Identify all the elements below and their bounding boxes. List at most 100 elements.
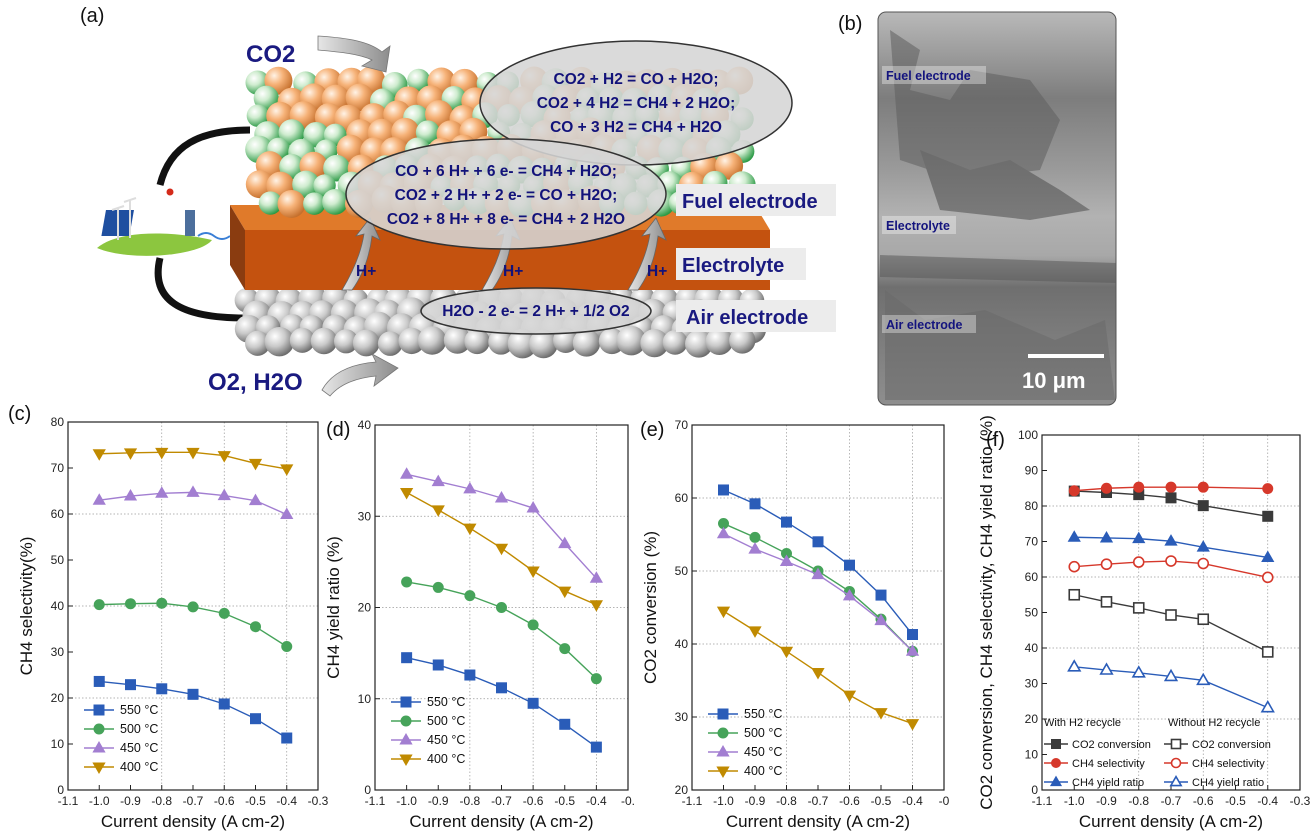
data-point: [93, 599, 105, 611]
air-particle: [417, 326, 447, 355]
x-tick-label: -0.9: [428, 794, 449, 808]
x-tick-label: -0.7: [183, 794, 204, 808]
proton-label-1: H+: [356, 263, 376, 280]
legend-label: 400 °C: [427, 752, 465, 766]
y-tick-label: 10: [358, 692, 372, 706]
data-point: [400, 488, 414, 500]
ceramic-particle: [258, 191, 283, 215]
o2-h2o-label: O2, H2O: [208, 369, 303, 396]
data-point: [123, 448, 138, 460]
data-point: [400, 467, 414, 479]
y-tick-label: 50: [51, 553, 65, 567]
data-point: [1197, 613, 1210, 626]
legend-header-without: Without H2 recycle: [1168, 717, 1260, 729]
data-point: [779, 554, 794, 567]
panel-label-a: (a): [80, 5, 104, 27]
charts: (c)-1.1 -1.0 -0.9 -0.8 -0.7 -0.6 -0.5 -0.4 -0.30…: [8, 403, 1310, 831]
sem-texture: [880, 30, 1116, 400]
data-point: [156, 683, 168, 695]
data-point: [1165, 492, 1177, 504]
data-point: [281, 640, 293, 652]
air-particle: [264, 326, 295, 357]
data-point: [431, 474, 445, 487]
x-tick-label: -0.9: [1096, 794, 1117, 808]
legend-label: CH4 selectivity: [1192, 758, 1265, 770]
data-point: [1132, 602, 1145, 614]
data-point: [1261, 571, 1274, 584]
legend-marker: [399, 754, 413, 767]
x-tick-label: -1.0: [89, 794, 110, 808]
legend-marker: [92, 740, 106, 753]
data-point: [125, 598, 136, 610]
x-tick-label: -0.6: [839, 794, 860, 808]
data-point: [844, 559, 855, 571]
air-particle: [729, 327, 756, 354]
legend-label: CO2 conversion: [1072, 739, 1151, 751]
panel-a-schematic: (a) H+ H+ H+: [80, 5, 836, 397]
data-point: [905, 644, 920, 656]
scale-bar-label: 10 μm: [1022, 368, 1086, 393]
legend-marker: [717, 727, 729, 739]
air-particle: [377, 331, 403, 356]
data-point: [494, 543, 509, 556]
data-point: [1133, 481, 1145, 493]
x-tick-label: -1.1: [1032, 794, 1053, 808]
data-point: [1099, 530, 1114, 543]
data-point: [779, 646, 794, 659]
data-point: [218, 698, 230, 710]
series-1: [93, 597, 293, 652]
data-point: [93, 675, 105, 687]
scale-bar: [1028, 354, 1104, 358]
data-point: [1131, 665, 1146, 678]
panel-label-d: (d): [326, 419, 350, 441]
data-point: [250, 713, 261, 725]
data-point: [1196, 540, 1210, 552]
x-axis-label: Current density (A cm-2): [726, 812, 910, 831]
y-tick-label: 0: [364, 783, 371, 797]
x-tick-label: -0.4: [586, 794, 607, 808]
data-point: [590, 741, 602, 753]
panel-b-sem: (b) Fuel electrode Electrolyte Air elect…: [838, 11, 1117, 406]
chart-panel-f: (f) -1.1 -1.0 -0.9 -0.8 -0.7 -0.6 -0.5 -0.4 -0.3 0…: [977, 415, 1310, 831]
panel-label-f: (f): [986, 429, 1005, 451]
ceramic-particle: [322, 188, 348, 215]
legend-marker: [716, 744, 730, 757]
x-tick-label: -0.: [621, 794, 635, 808]
legend-label: 550 °C: [744, 707, 782, 721]
data-point: [250, 621, 261, 633]
y-tick-label: 20: [675, 783, 689, 797]
y-tick-label: 60: [51, 507, 65, 521]
elec-eq-3: CO2 + 8 H+ + 8 e- = CH4 + 2 H2O: [387, 211, 625, 228]
panel-label-b: (b): [838, 13, 862, 35]
air-particle: [352, 329, 380, 357]
y-tick-label: 20: [1025, 712, 1039, 726]
air-particle: [529, 329, 558, 359]
elec-eq-1: CO + 6 H+ + 6 e- = CH4 + H2O;: [395, 163, 617, 180]
data-point: [186, 447, 200, 460]
series-3: [1068, 588, 1274, 658]
data-point: [527, 697, 539, 709]
legend-label: 500 °C: [427, 714, 465, 728]
data-point: [842, 588, 857, 601]
data-point: [811, 567, 825, 580]
y-axis-label: CO2 conversion (%): [641, 531, 660, 684]
data-point: [905, 719, 920, 731]
series-2: [400, 467, 603, 583]
y-tick-label: 80: [51, 415, 65, 429]
x-tick-label: -0.5: [1225, 794, 1246, 808]
legend-marker: [92, 762, 106, 775]
data-point: [558, 586, 572, 599]
data-point: [749, 531, 761, 543]
data-point: [590, 673, 602, 685]
data-point: [123, 489, 138, 501]
x-tick-label: -0.8: [460, 794, 481, 808]
sem-label-box-air: [882, 315, 976, 333]
data-point: [1132, 531, 1146, 544]
legend-marker: [400, 696, 412, 708]
y-tick-label: 80: [1025, 499, 1039, 513]
data-point: [463, 523, 477, 536]
legend-label: 450 °C: [120, 741, 158, 755]
data-point: [464, 590, 476, 602]
y-tick-label: 70: [1025, 535, 1039, 549]
x-tick-label: -0.4: [1257, 794, 1278, 808]
